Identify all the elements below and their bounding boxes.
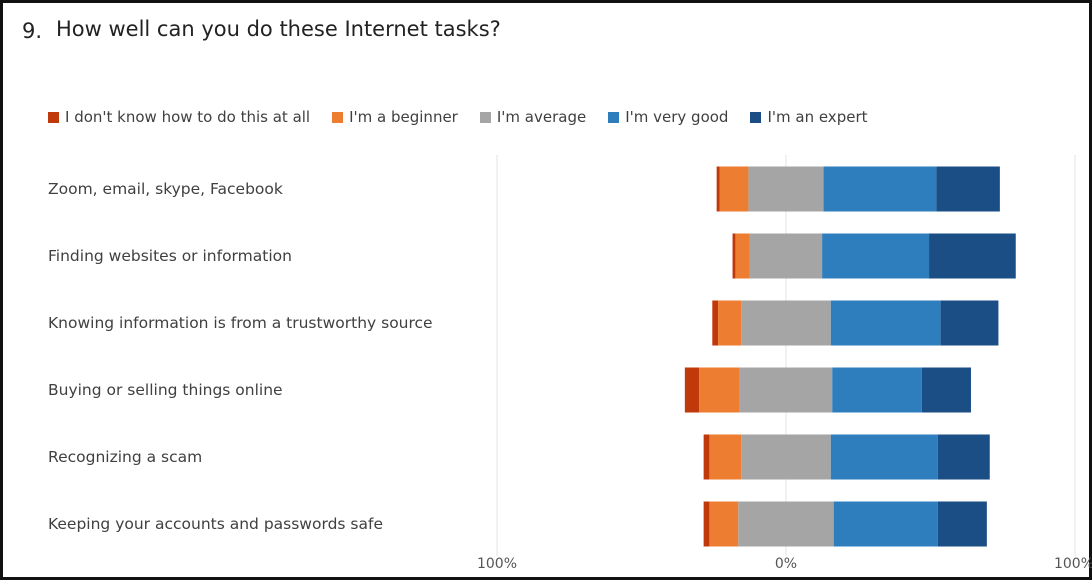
bar-segment-row1-dont-know (732, 233, 736, 279)
bar-segment-row5-dont-know (703, 501, 710, 547)
bar-segment-row5-average (738, 501, 834, 547)
row-label-accounts-passwords: Keeping your accounts and passwords safe (48, 515, 383, 533)
row-label-zoom: Zoom, email, skype, Facebook (48, 180, 283, 198)
x-tick-left-100: 100% (476, 556, 518, 572)
bar-segment-row1-average (749, 233, 823, 279)
legend-item-dont-know: I don't know how to do this at all (48, 108, 310, 126)
chart-title: How well can you do these Internet tasks… (56, 17, 501, 41)
question-number: 9. (22, 19, 43, 43)
legend-label-average: I'm average (496, 108, 587, 126)
legend-item-average: I'm average (479, 108, 587, 126)
legend-item-beginner: I'm a beginner (332, 108, 458, 126)
bar-segment-row2-very-good (830, 300, 941, 346)
bar-segment-row5-beginner (709, 501, 739, 547)
row-label-recognizing-scam: Recognizing a scam (48, 448, 203, 466)
x-tick-0: 0% (774, 556, 798, 572)
legend-item-expert: I'm an expert (750, 108, 868, 126)
bar-segment-row2-dont-know (712, 300, 719, 346)
legend: I don't know how to do this at all I'm a… (48, 108, 890, 126)
bar-segment-row1-very-good (822, 233, 930, 279)
bar-segment-row3-very-good (832, 367, 922, 413)
bar-segment-row4-beginner (709, 434, 742, 480)
bar-segment-row4-expert (937, 434, 990, 480)
bar-segment-row5-very-good (833, 501, 938, 547)
bar-segment-row4-dont-know (703, 434, 710, 480)
bar-segment-row0-average (748, 166, 824, 212)
bar-segment-row0-beginner (719, 166, 749, 212)
legend-label-beginner: I'm a beginner (349, 108, 458, 126)
bar-segment-row2-average (741, 300, 831, 346)
legend-swatch-very-good (608, 111, 620, 123)
bar-segment-row2-expert (940, 300, 999, 346)
row-label-trustworthy-source: Knowing information is from a trustworth… (48, 314, 433, 332)
bar-segment-row1-beginner (735, 233, 750, 279)
legend-swatch-expert (750, 111, 762, 123)
bar-segment-row5-expert (937, 501, 987, 547)
legend-item-very-good: I'm very good (608, 108, 728, 126)
bar-segment-row0-very-good (823, 166, 937, 212)
legend-label-expert: I'm an expert (767, 108, 868, 126)
bar-segment-row3-average (739, 367, 833, 413)
bar-segment-row1-expert (929, 233, 1016, 279)
legend-label-dont-know: I don't know how to do this at all (65, 108, 311, 126)
bar-segment-row4-very-good (830, 434, 938, 480)
legend-swatch-dont-know (48, 111, 59, 123)
bar-segment-row2-beginner (718, 300, 742, 346)
row-label-finding-websites: Finding websites or information (48, 247, 292, 265)
x-tick-right-100: 100% (1053, 556, 1092, 572)
legend-label-very-good: I'm very good (625, 108, 729, 126)
bar-segment-row3-dont-know (684, 367, 700, 413)
legend-swatch-average (479, 111, 491, 123)
bar-segment-row3-expert (921, 367, 971, 413)
row-label-buying-selling: Buying or selling things online (48, 381, 283, 399)
bar-segment-row4-average (741, 434, 831, 480)
bar-segment-row0-expert (936, 166, 1000, 212)
bar-segment-row0-dont-know (716, 166, 720, 212)
legend-swatch-beginner (332, 111, 344, 123)
bar-segment-row3-beginner (699, 367, 740, 413)
